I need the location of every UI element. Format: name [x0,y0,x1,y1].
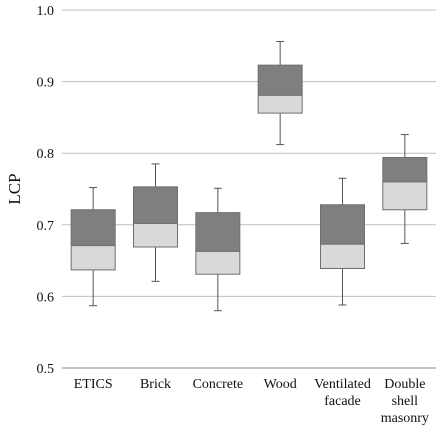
x-category-labels: ETICS Brick Concrete Wood Ventilated facade Do… [74,377,429,426]
x-category-label: Ventilated facade [314,377,371,409]
y-tick-label: 0.8 [37,147,55,162]
box-series [70,41,428,312]
x-category-label: ETICS [74,377,113,392]
x-category-label-line: shell [392,394,419,409]
x-category-label-line: masonry [381,411,429,426]
box-upper [382,156,428,183]
box-lower [382,181,428,211]
box-group [133,163,178,282]
x-category-label-line: ETICS [74,377,113,392]
box-upper [195,212,241,252]
x-category-label-line: facade [324,394,361,409]
box-group [70,187,116,307]
x-category-label-line: Brick [140,377,171,392]
y-tick-label: 0.9 [37,76,55,91]
box-lower [70,245,116,271]
y-tick-label: 1.0 [37,4,55,19]
x-category-label-line: Double [384,377,425,392]
x-category-label-line: Concrete [193,377,244,392]
box-group [382,134,428,244]
box-lower [195,250,241,275]
x-category-label: Concrete [193,377,244,392]
x-category-label: Brick [140,377,171,392]
y-tick-labels: 0.5 0.6 0.7 0.8 0.9 1.0 [37,4,55,377]
x-category-label: Wood [264,377,297,392]
box-upper [320,204,365,245]
gridlines [62,9,436,297]
box-group [320,177,365,306]
box-upper [70,209,116,247]
y-tick-label: 0.7 [37,219,55,234]
box-lower [320,243,365,269]
y-tick-label: 0.5 [37,362,55,377]
x-category-label-line: Wood [264,377,297,392]
box-lower [133,222,178,248]
box-lower [257,94,303,114]
box-group [195,187,241,312]
box-group [257,41,303,146]
box-upper [257,64,303,96]
y-tick-label: 0.6 [37,290,55,305]
x-category-label: Double shell masonry [381,377,429,426]
x-category-label-line: Ventilated [314,377,371,392]
y-axis-title: LCP [5,173,24,204]
box-upper [133,186,178,224]
